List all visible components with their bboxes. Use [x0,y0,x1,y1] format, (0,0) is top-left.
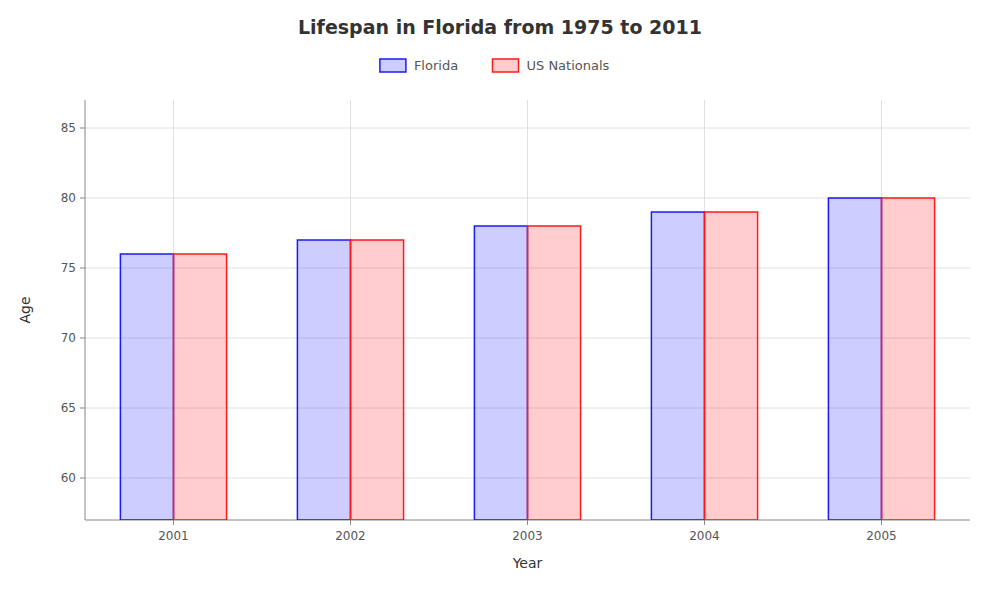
y-tick-label: 70 [61,331,76,345]
y-tick [80,128,85,129]
bar [705,212,758,520]
y-ticks: 60 65 70 75 80 85 [61,121,85,485]
y-tick [80,198,85,199]
bar [351,240,404,520]
legend-item: Florida [380,58,458,73]
chart-title: Lifespan in Florida from 1975 to 2011 [298,16,702,38]
bar [120,254,173,520]
x-tick [173,520,174,525]
bar [174,254,227,520]
grid [85,100,970,520]
y-axis-line [85,100,86,520]
legend-swatch [493,59,519,72]
x-tick-label: 2001 [158,529,189,543]
y-tick-label: 75 [61,261,76,275]
x-axis-label: Year [512,555,543,571]
x-tick [704,520,705,525]
chart-svg: 60 65 70 75 80 85 2001 2002 2003 2004 2005 Lifespan… [0,0,1000,600]
y-tick-label: 80 [61,191,76,205]
legend-swatch [380,59,406,72]
x-tick-label: 2002 [335,529,366,543]
x-tick [527,520,528,525]
y-tick [80,408,85,409]
y-tick [80,268,85,269]
chart-container: 60 65 70 75 80 85 2001 2002 2003 2004 2005 Lifespan… [0,0,1000,600]
y-tick [80,338,85,339]
x-tick-label: 2003 [512,529,543,543]
x-tick [350,520,351,525]
legend-item: US Nationals [493,58,610,73]
y-tick [80,478,85,479]
x-tick-label: 2004 [689,529,720,543]
y-tick-label: 65 [61,401,76,415]
bars [120,198,934,520]
y-axis-label: Age [17,296,33,323]
bar-series [174,198,935,520]
bar [297,240,350,520]
x-tick-label: 2005 [866,529,897,543]
legend: Florida US Nationals [380,58,610,73]
y-tick-label: 85 [61,121,76,135]
y-tick-label: 60 [61,471,76,485]
legend-label: Florida [414,58,458,73]
bar-series [120,198,881,520]
bar [474,226,527,520]
legend-label: US Nationals [527,58,610,73]
x-ticks: 2001 2002 2003 2004 2005 [158,520,897,543]
bar [882,198,935,520]
bar [828,198,881,520]
bar [651,212,704,520]
bar [528,226,581,520]
x-tick [881,520,882,525]
